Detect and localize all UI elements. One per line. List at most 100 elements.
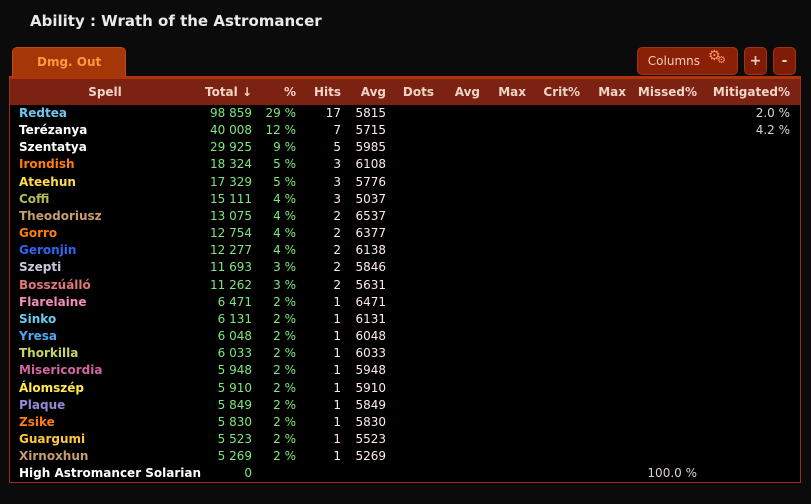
column-header-max[interactable]: Max [498, 85, 526, 99]
cell-total: 29 925 [210, 140, 252, 155]
cell-critpct [526, 191, 580, 208]
spell-name[interactable]: Coffi [19, 191, 50, 206]
cell-critpct [526, 225, 580, 242]
cell-mitigatedpct [697, 225, 800, 242]
cell-dots [386, 191, 434, 208]
cell-max [480, 225, 526, 242]
spell-name[interactable]: Misericordia [19, 363, 103, 378]
column-header-spell[interactable]: Spell [88, 85, 122, 99]
cell-critpct [526, 156, 580, 173]
cell-total: 98 859 [210, 106, 252, 120]
spell-name[interactable]: Irondish [19, 157, 75, 172]
column-header-dots[interactable]: Dots [402, 85, 434, 99]
table-row: Gorro 12 754 4 % 2 6377 [10, 225, 800, 242]
cell-avg: 5948 [355, 363, 386, 378]
cell-missedpct [626, 259, 697, 276]
cell-missedpct [626, 362, 697, 379]
cell-missedpct [626, 139, 697, 156]
table-header-row: Spell Total ↓ % Hits Avg Dots Avg Max Cr… [10, 79, 800, 105]
spell-name[interactable]: Yresa [19, 329, 57, 344]
cell-avg2 [434, 208, 480, 225]
spell-name[interactable]: Flarelaine [19, 294, 87, 309]
cell-dots [386, 414, 434, 431]
spell-name[interactable]: Guargumi [19, 431, 86, 446]
cell-total: 11 693 [210, 260, 252, 275]
column-header-mitigated[interactable]: Mitigated% [712, 85, 790, 99]
column-header-missed[interactable]: Missed% [637, 85, 697, 99]
spell-name[interactable]: Gorro [19, 226, 58, 241]
spell-name[interactable]: Ateehun [19, 174, 76, 189]
spell-name[interactable]: High Astromancer Solarian [19, 466, 202, 481]
cell-max [480, 345, 526, 362]
remove-column-button[interactable]: - [773, 47, 796, 75]
cell-avg: 6471 [355, 294, 386, 309]
table-row: Geronjin 12 277 4 % 2 6138 [10, 242, 800, 259]
column-header-dots-avg[interactable]: Avg [454, 85, 480, 99]
cell-avg: 6033 [355, 346, 386, 361]
spell-name[interactable]: Szentatya [19, 140, 87, 155]
spell-name[interactable]: Terézanya [19, 123, 88, 138]
cell-critpct [526, 122, 580, 139]
cell-max [480, 414, 526, 431]
column-header-avg[interactable]: Avg [360, 85, 386, 99]
cell-hits: 1 [333, 414, 341, 429]
add-column-button[interactable]: + [744, 47, 767, 75]
cell-max [480, 448, 526, 465]
cell-mitigatedpct [697, 431, 800, 448]
table-row: Álomszép 5 910 2 % 1 5910 [10, 380, 800, 397]
cell-dots [386, 465, 434, 482]
cell-max [480, 431, 526, 448]
cell-dots [386, 259, 434, 276]
cell-avg: 5523 [355, 431, 386, 446]
spell-name[interactable]: Szepti [19, 260, 62, 275]
spell-name[interactable]: Thorkilla [19, 346, 79, 361]
cell-total: 5 523 [217, 431, 252, 446]
table-row: Zsike 5 830 2 % 1 5830 [10, 414, 800, 431]
spell-name[interactable]: Geronjin [19, 243, 77, 258]
gear-icon: ⚙ ⚙ [708, 48, 726, 66]
cell-max [480, 397, 526, 414]
columns-button[interactable]: Columns ⚙ ⚙ [636, 47, 738, 75]
spell-name[interactable]: Bosszúálló [19, 277, 91, 292]
table-row: Thorkilla 6 033 2 % 1 6033 [10, 345, 800, 362]
cell-total: 13 075 [210, 208, 252, 223]
cell-avg2 [434, 362, 480, 379]
cell-missedpct [626, 122, 697, 139]
cell-hits: 1 [333, 311, 341, 326]
cell-pct: 3 % [273, 260, 296, 275]
cell-dots [386, 122, 434, 139]
cell-dots [386, 242, 434, 259]
spell-name[interactable]: Plaque [19, 397, 66, 412]
cell-max2 [580, 328, 626, 345]
cell-pct: 2 % [273, 414, 296, 429]
table-row: Misericordia 5 948 2 % 1 5948 [10, 362, 800, 379]
cell-max [480, 105, 526, 122]
cell-max2 [580, 242, 626, 259]
spell-name[interactable]: Xirnoxhun [19, 449, 89, 464]
cell-dots [386, 294, 434, 311]
column-header-crit[interactable]: Crit% [543, 85, 580, 99]
spell-name[interactable]: Redtea [19, 106, 67, 120]
cell-critpct [526, 174, 580, 191]
column-header-crit-max[interactable]: Max [598, 85, 626, 99]
cell-pct: 2 % [273, 449, 296, 464]
column-header-hits[interactable]: Hits [313, 85, 341, 99]
spell-name[interactable]: Zsike [19, 414, 55, 429]
cell-critpct [526, 362, 580, 379]
cell-max [480, 380, 526, 397]
cell-avg2 [434, 139, 480, 156]
spell-name[interactable]: Sinko [19, 311, 57, 326]
spell-name[interactable]: Theodoriusz [19, 208, 102, 223]
table-row: Terézanya 40 008 12 % 7 5715 4.2 % [10, 122, 800, 139]
cell-max2 [580, 448, 626, 465]
cell-pct [252, 465, 296, 482]
column-header-percent[interactable]: % [283, 85, 296, 99]
cell-dots [386, 277, 434, 294]
cell-dots [386, 139, 434, 156]
cell-max2 [580, 156, 626, 173]
cell-critpct [526, 345, 580, 362]
cell-total: 12 277 [210, 243, 252, 258]
tab-dmg-out[interactable]: Dmg. Out [12, 47, 127, 76]
column-header-total[interactable]: Total ↓ [204, 85, 252, 99]
spell-name[interactable]: Álomszép [19, 380, 85, 395]
